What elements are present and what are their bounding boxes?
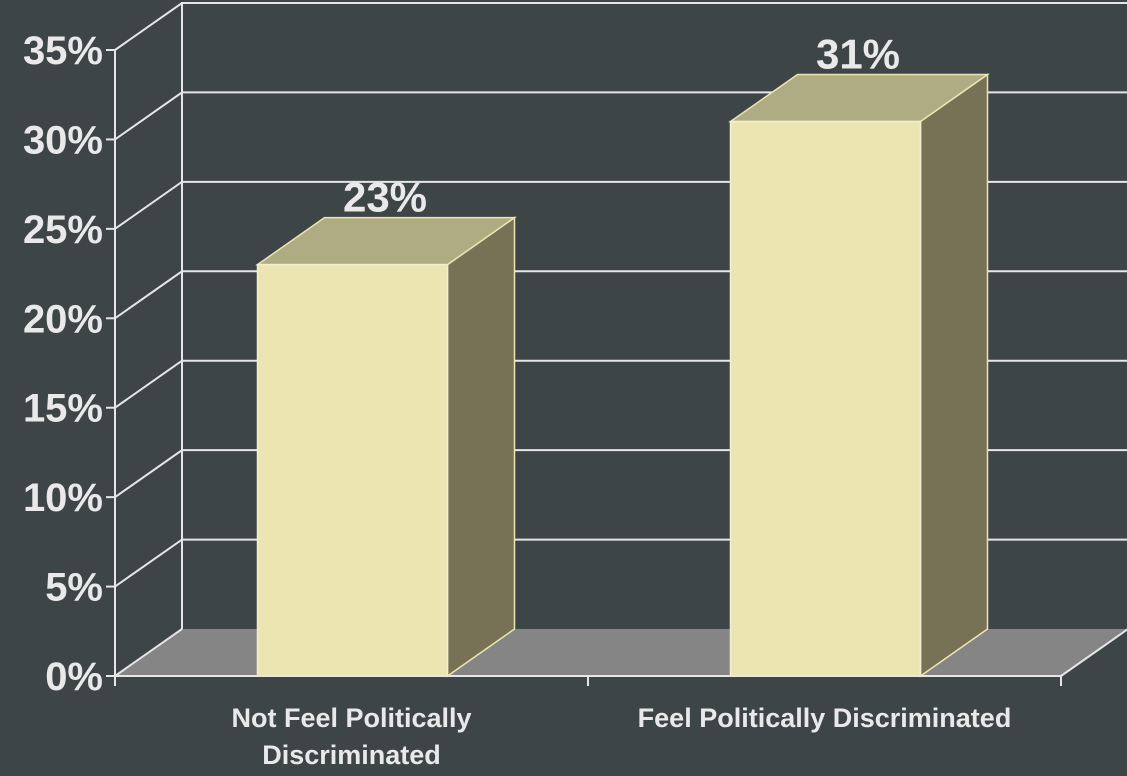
- y-tick-label-6: 30%: [23, 118, 103, 162]
- bar-1: [728, 73, 990, 678]
- y-tick-label-1: 5%: [45, 566, 103, 610]
- category-label-0: Not Feel Politically Discriminated: [231, 703, 471, 770]
- data-labels: 23% 31%: [343, 31, 900, 221]
- y-tick-label-0: 0%: [45, 655, 103, 699]
- data-label-0: 23%: [343, 174, 427, 221]
- floor-left-edge: [114, 628, 183, 677]
- bar-front-1: [729, 120, 922, 677]
- bar-0: [255, 216, 517, 678]
- bar-side-0: [446, 216, 516, 678]
- x-axis-categories: Not Feel Politically Discriminated Feel Po…: [231, 703, 1011, 770]
- category-label-0-line-0: Not Feel Politically: [231, 703, 471, 733]
- data-label-1: 31%: [816, 31, 900, 78]
- category-label-1-line-0: Feel Politically Discriminated: [638, 703, 1012, 733]
- y-tick-label-7: 35%: [23, 29, 103, 73]
- floor-right-edge: [1060, 628, 1127, 677]
- y-tick-label-3: 15%: [23, 387, 103, 431]
- bar-front-0: [256, 263, 449, 677]
- y-tick-label-5: 25%: [23, 208, 103, 252]
- y-tick-label-4: 20%: [23, 297, 103, 341]
- axes: [114, 50, 1127, 686]
- gridline-7: [114, 1, 1127, 51]
- bars: [255, 73, 990, 678]
- category-label-1: Feel Politically Discriminated: [638, 703, 1012, 733]
- category-label-0-line-1: Discriminated: [262, 740, 441, 770]
- y-axis-ticks: 0% 5% 10% 15% 20% 25% 30% 35%: [23, 29, 115, 699]
- y-tick-label-2: 10%: [23, 476, 103, 520]
- bar-side-1: [919, 73, 989, 678]
- gridlines: [114, 1, 1127, 588]
